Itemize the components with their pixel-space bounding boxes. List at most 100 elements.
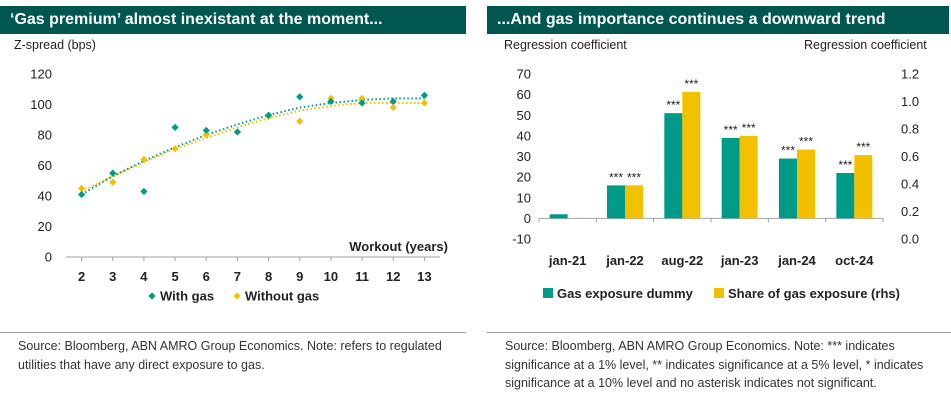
left-chart-title: ‘Gas premium’ almost inexistant at the m… — [0, 6, 466, 34]
right-left-y-tick-label: 40 — [517, 128, 531, 143]
left-x-tick-label: 12 — [386, 269, 400, 284]
right-left-axis-title: Regression coefficient — [504, 38, 627, 52]
right-legend-swatch — [543, 288, 553, 298]
right-bar-dummy — [721, 137, 740, 219]
right-x-tick-label: aug-22 — [661, 253, 703, 268]
left-scatter-point — [109, 178, 117, 186]
left-scatter-point — [171, 123, 179, 131]
right-left-y-tick-label: 50 — [517, 108, 531, 123]
left-trendline — [81, 97, 425, 196]
right-right-y-tick-label: 1.2 — [901, 67, 919, 82]
right-bar-share — [854, 155, 873, 219]
left-x-tick-label: 3 — [109, 269, 116, 284]
left-legend-marker — [233, 292, 241, 300]
left-y-tick-label: 120 — [30, 67, 52, 82]
right-bar-dummy — [664, 113, 683, 219]
right-bar-dummy — [549, 214, 568, 219]
left-y-tick-label: 100 — [30, 97, 52, 112]
right-right-y-tick-label: 1.0 — [901, 94, 919, 109]
left-x-tick-label: 4 — [140, 269, 148, 284]
right-bar-chart: -10 0 10 20 30 40 50 60 70 0.0 0.2 0.4 0.6 0.8 1.0 1.2 j… — [512, 67, 919, 302]
left-x-tick-label: 7 — [234, 269, 241, 284]
left-x-tick-label: 11 — [355, 269, 369, 284]
right-significance-label: *** — [724, 123, 738, 137]
right-bar-dummy — [607, 185, 625, 219]
right-left-y-tick-label: 20 — [517, 170, 531, 185]
left-scatter-point — [202, 126, 210, 135]
left-scatter-point — [296, 93, 304, 101]
left-x-tick-label: 13 — [417, 269, 431, 284]
left-y-tick-label: 0 — [45, 250, 52, 265]
right-right-y-tick-label: 0.0 — [901, 232, 919, 247]
left-scatter-point — [77, 184, 86, 192]
left-scatter-point — [358, 94, 366, 102]
right-x-tick-label: jan-23 — [720, 253, 759, 268]
right-bar-share — [797, 149, 815, 219]
left-chart-panel: ‘Gas premium’ almost inexistant at the m… — [0, 0, 466, 410]
left-scatter-point — [420, 99, 429, 107]
left-scatter-point — [202, 131, 210, 139]
left-legend-label: Without gas — [245, 289, 319, 304]
left-y-tick-label: 40 — [38, 189, 52, 204]
left-scatter-point — [358, 99, 366, 107]
right-right-axis-title: Regression coefficient — [804, 38, 927, 52]
left-scatter-point — [233, 128, 242, 136]
left-trendline — [81, 101, 425, 193]
left-scatter-point — [296, 117, 304, 125]
right-right-y-tick-label: 0.8 — [901, 122, 919, 137]
right-left-y-tick-label: 30 — [517, 149, 531, 164]
left-scatter-point — [264, 111, 273, 119]
left-scatter-point — [77, 190, 86, 199]
right-legend-label: Gas exposure dummy — [557, 286, 694, 301]
left-scatter-point — [420, 91, 429, 99]
left-y-axis-title: Z-spread (bps) — [14, 38, 96, 52]
right-bar-share — [625, 185, 643, 219]
right-chart-title: ...And gas importance continues a downwa… — [487, 6, 949, 34]
left-y-tick-label: 60 — [38, 158, 52, 173]
right-legend-label: Share of gas exposure (rhs) — [728, 286, 900, 301]
right-x-tick-label: oct-24 — [835, 253, 874, 268]
right-right-y-tick-label: 0.6 — [901, 149, 919, 164]
right-chart-panel: ...And gas importance continues a downwa… — [487, 0, 951, 410]
left-legend-marker — [148, 292, 156, 300]
right-significance-label: *** — [781, 144, 795, 158]
left-x-tick-label: 9 — [296, 269, 303, 284]
left-scatter-point — [171, 145, 179, 153]
right-x-tick-label: jan-21 — [548, 253, 587, 268]
left-scatter-chart: 0 20 40 60 80 100 120 2 3 4 5 6 7 8 9 10 11 12 13 Workout (… — [30, 67, 448, 304]
right-bar-share — [739, 135, 758, 219]
right-source-note: Source: Bloomberg, ABN AMRO Group Econom… — [487, 332, 951, 393]
right-significance-label: *** — [666, 98, 680, 112]
left-x-tick-label: 10 — [324, 269, 338, 284]
left-scatter-point — [109, 169, 117, 177]
left-scatter-point — [327, 97, 335, 106]
right-left-y-tick-label: 10 — [517, 190, 531, 205]
right-significance-label: *** — [856, 140, 870, 154]
right-left-y-tick-label: 60 — [517, 87, 531, 102]
left-x-tick-label: 2 — [78, 269, 85, 284]
right-significance-label: *** — [838, 158, 852, 172]
left-scatter-point — [140, 187, 148, 196]
right-significance-label: *** — [609, 170, 623, 184]
right-right-y-tick-label: 0.4 — [901, 177, 919, 192]
left-scatter-point — [389, 97, 397, 106]
right-left-y-tick-label: -10 — [512, 232, 531, 247]
right-left-y-tick-label: 0 — [524, 211, 531, 226]
left-y-tick-label: 80 — [38, 128, 52, 143]
right-left-y-tick-label: 70 — [517, 67, 531, 82]
right-significance-label: *** — [627, 170, 641, 184]
left-source-note: Source: Bloomberg, ABN AMRO Group Econom… — [0, 332, 466, 374]
right-bar-dummy — [836, 173, 855, 219]
left-legend-label: With gas — [160, 289, 214, 304]
left-x-axis-title: Workout (years) — [349, 239, 448, 254]
right-x-tick-label: jan-24 — [777, 253, 816, 268]
right-significance-label: *** — [684, 77, 698, 91]
left-scatter-point — [140, 155, 148, 163]
right-right-y-tick-label: 0.2 — [901, 204, 919, 219]
left-x-tick-label: 6 — [203, 269, 210, 284]
right-significance-label: *** — [742, 121, 756, 135]
right-x-tick-label: jan-22 — [605, 253, 644, 268]
left-scatter-point — [389, 103, 397, 112]
left-x-tick-label: 5 — [171, 269, 178, 284]
right-significance-label: *** — [799, 135, 813, 149]
